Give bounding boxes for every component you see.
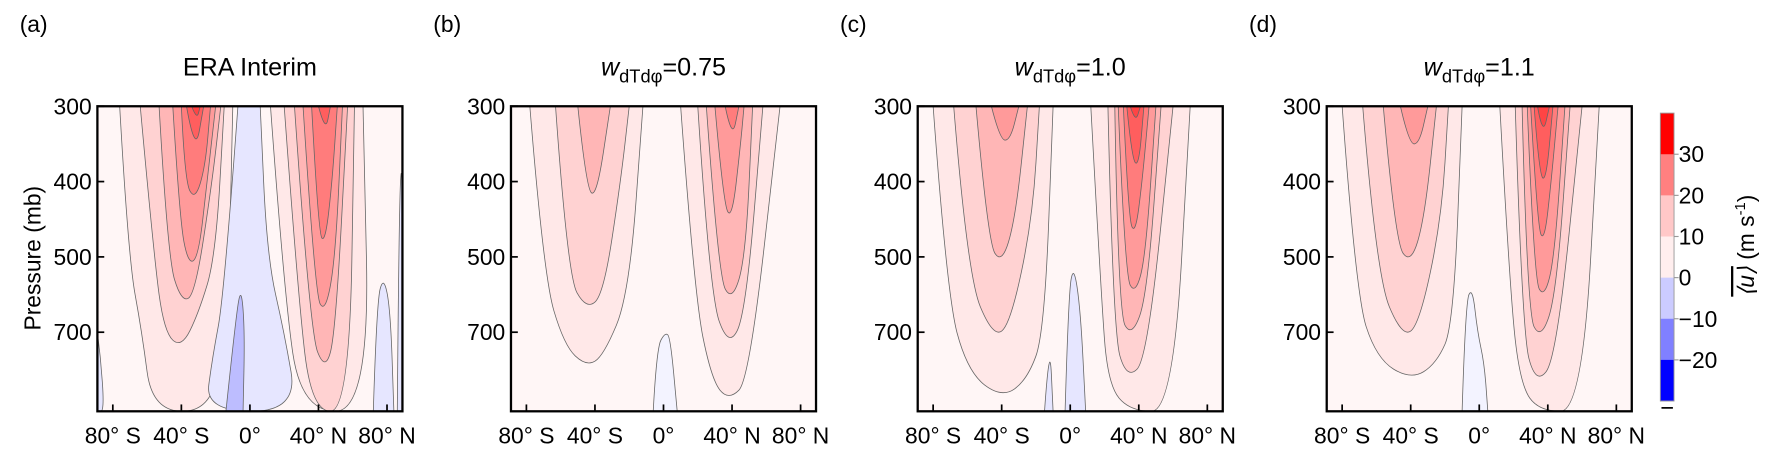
colorbar-segment — [1660, 359, 1675, 402]
colorbar-segment — [1660, 113, 1675, 155]
x-tick-label: 80° N — [1588, 422, 1645, 448]
panel-label: (c) — [840, 11, 867, 37]
x-tick-label: 0° — [239, 422, 261, 448]
y-tick-label: 700 — [467, 319, 505, 345]
contour-region-neg5 — [372, 282, 395, 412]
y-tick-label: 300 — [467, 93, 505, 119]
x-tick-label: 0° — [1468, 422, 1490, 448]
x-tick-label: 80° N — [772, 422, 829, 448]
y-tick-label: 700 — [874, 319, 912, 345]
colorbar-segment — [1660, 236, 1675, 278]
colorbar-tick-label: 20 — [1679, 182, 1704, 208]
y-tick-label: 400 — [1283, 169, 1321, 195]
contour-region-20 — [991, 106, 1020, 141]
x-tick-label: 40° S — [153, 422, 209, 448]
contour-region-20 — [1400, 106, 1429, 145]
x-tick-label: 80° S — [1314, 422, 1370, 448]
x-tick-label: 80° S — [498, 422, 554, 448]
colorbar-tick-label: −10 — [1679, 306, 1718, 332]
panel-title: wdTdφ=0.75 — [601, 53, 726, 86]
contour-region-25 — [180, 106, 211, 195]
y-axis-label: Pressure (mb) — [19, 186, 45, 331]
contour-region-25 — [724, 106, 740, 130]
x-tick-label: 40° N — [703, 422, 760, 448]
contour-layer — [932, 106, 1191, 412]
contour-region-30 — [1126, 106, 1145, 164]
y-tick-label: 300 — [1283, 93, 1321, 119]
contour-region-30 — [186, 106, 205, 140]
y-tick-label: 500 — [54, 244, 92, 270]
contour-region-35 — [1129, 106, 1141, 118]
colorbar-segment — [1660, 318, 1675, 361]
panel-c: 80° S 40° S 0° 40° N 80° N 300 400 500 700 (c) wdT… — [840, 11, 1236, 448]
colorbar-tick-label: 10 — [1679, 223, 1704, 249]
colorbar-segment — [1660, 154, 1675, 196]
x-tick-label: 40° N — [1519, 422, 1576, 448]
x-tick-label: 0° — [653, 422, 675, 448]
y-tick-label: 400 — [467, 169, 505, 195]
x-tick-label: 40° N — [1110, 422, 1167, 448]
y-tick-label: 400 — [874, 169, 912, 195]
contour-region-15 — [1382, 106, 1437, 258]
x-tick-label: 40° S — [974, 422, 1030, 448]
panel-label: (b) — [433, 11, 461, 37]
contour-layer — [1341, 106, 1600, 412]
x-tick-label: 80° N — [358, 422, 415, 448]
colorbar-tick-label: 0 — [1679, 265, 1692, 291]
contour-region-neg1 — [652, 333, 678, 412]
x-tick-label: 80° S — [85, 422, 141, 448]
contour-region-10 — [555, 106, 630, 305]
y-tick-label: 700 — [54, 319, 92, 345]
colorbar-segment — [1660, 277, 1675, 320]
x-tick-label: 40° S — [1383, 422, 1439, 448]
contour-region-30 — [1533, 106, 1554, 179]
contour-region-15 — [975, 106, 1028, 258]
colorbar: 30 20 10 0 −10 −20 ⟨u⟩ (m s-1) — [1659, 112, 1759, 409]
colorbar-tick-label: −20 — [1679, 347, 1718, 373]
contour-region-35 — [1537, 106, 1550, 127]
contour-region-30 — [318, 106, 331, 125]
panel-title: wdTdφ=1.1 — [1424, 53, 1535, 86]
contour-region-neg5 — [1044, 361, 1054, 412]
panel-title: wdTdφ=1.0 — [1015, 53, 1126, 86]
y-tick-label: 400 — [54, 169, 92, 195]
contour-region-35 — [191, 106, 201, 116]
y-tick-label: 300 — [54, 93, 92, 119]
x-tick-label: 0° — [1059, 422, 1081, 448]
colorbar-tick-label: 30 — [1679, 141, 1704, 167]
contour-region-20 — [714, 106, 745, 214]
contour-region-neg1 — [1461, 292, 1489, 412]
y-tick-label: 500 — [874, 244, 912, 270]
x-tick-label: 40° N — [290, 422, 347, 448]
panel-a: 80° S 40° S 0° 40° N 80° N 300 400 500 700 (a) ERA… — [20, 11, 416, 448]
x-tick-label: 40° S — [567, 422, 623, 448]
y-tick-label: 700 — [1283, 319, 1321, 345]
panel-d: 80° S 40° S 0° 40° N 80° N 300 400 500 700 (d) wdT… — [1249, 11, 1645, 448]
y-tick-label: 300 — [874, 93, 912, 119]
contour-region-neg5 — [1064, 273, 1087, 412]
contour-region-neg10 — [225, 294, 245, 412]
contour-layer — [97, 106, 403, 412]
contour-layer — [529, 106, 781, 412]
colorbar-segment — [1660, 195, 1675, 237]
y-tick-label: 500 — [1283, 244, 1321, 270]
contour-region-25 — [311, 106, 338, 239]
panel-title: ERA Interim — [183, 53, 317, 81]
x-tick-label: 80° N — [1179, 422, 1236, 448]
colorbar-label: ⟨u⟩ (m s-1) — [1733, 195, 1759, 297]
y-tick-label: 500 — [467, 244, 505, 270]
panels: 80° S 40° S 0° 40° N 80° N 300 400 500 700 (a) ERA… — [20, 11, 1645, 448]
contour-region-15 — [577, 106, 611, 194]
panel-label: (a) — [20, 11, 48, 37]
colorbar-frame — [1659, 112, 1675, 402]
panel-label: (d) — [1249, 11, 1277, 37]
panel-b: 80° S 40° S 0° 40° N 80° N 300 400 500 700 (b) wdT… — [433, 11, 829, 448]
x-tick-label: 80° S — [905, 422, 961, 448]
